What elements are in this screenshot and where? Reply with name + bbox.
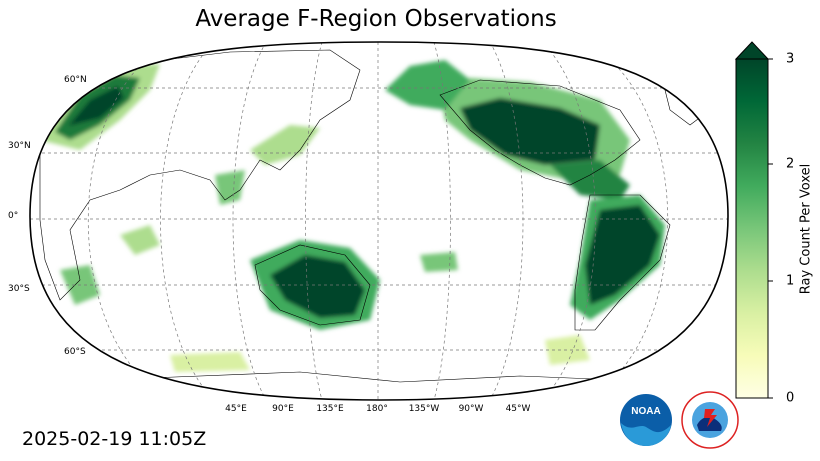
coverage-australia-core [270,255,365,318]
coverage-antarctic-fringe [170,352,250,372]
coverage-north-america-core [460,98,600,165]
coverage-caribbean [550,160,630,200]
colorbar-tick-1: 1 [786,273,795,289]
globe-outline [29,41,729,401]
colorbar-gradient [735,58,769,399]
lat-label-30n: 30°N [8,141,31,151]
coverage-south-america-core [585,205,660,305]
colorbar-label: Ray Count Per Voxel [798,163,814,295]
nws-logo [681,391,739,449]
coverage-southern-ocean [545,335,590,365]
coverage-south-pacific [420,252,458,272]
graticule [30,42,728,400]
coverage-north-pacific [385,60,470,110]
lat-label-60n: 60°N [64,75,87,85]
colorbar-tick-2: 2 [786,156,795,172]
coverage-indian-ocean [120,225,160,255]
coverage-east-asia [250,125,320,165]
lon-label-180: 180° [366,404,388,414]
lon-label-90e: 90°E [272,404,294,414]
lon-label-90w: 90°W [458,404,484,414]
lon-label-45w: 45°W [505,404,531,414]
lat-label-30s: 30°S [8,284,30,294]
lon-label-45e: 45°E [225,404,247,414]
svg-text:NOAA: NOAA [631,406,660,417]
coverage-europe-dense [68,86,124,126]
lat-label-60s: 60°S [64,347,86,357]
coverage-layer [40,60,665,372]
colorbar-extend-arrow [734,41,770,60]
lon-label-135w: 135°W [408,404,440,414]
coastlines [39,49,711,383]
timestamp: 2025-02-19 11:05Z [22,428,207,450]
noaa-logo: NOAA [620,394,672,446]
lat-label-equator: 0° [8,211,19,221]
colorbar-tick-3: 3 [786,51,795,67]
lon-label-135e: 135°E [316,404,344,414]
map-title: Average F-Region Observations [195,6,557,32]
colorbar-tick-0: 0 [786,390,795,406]
